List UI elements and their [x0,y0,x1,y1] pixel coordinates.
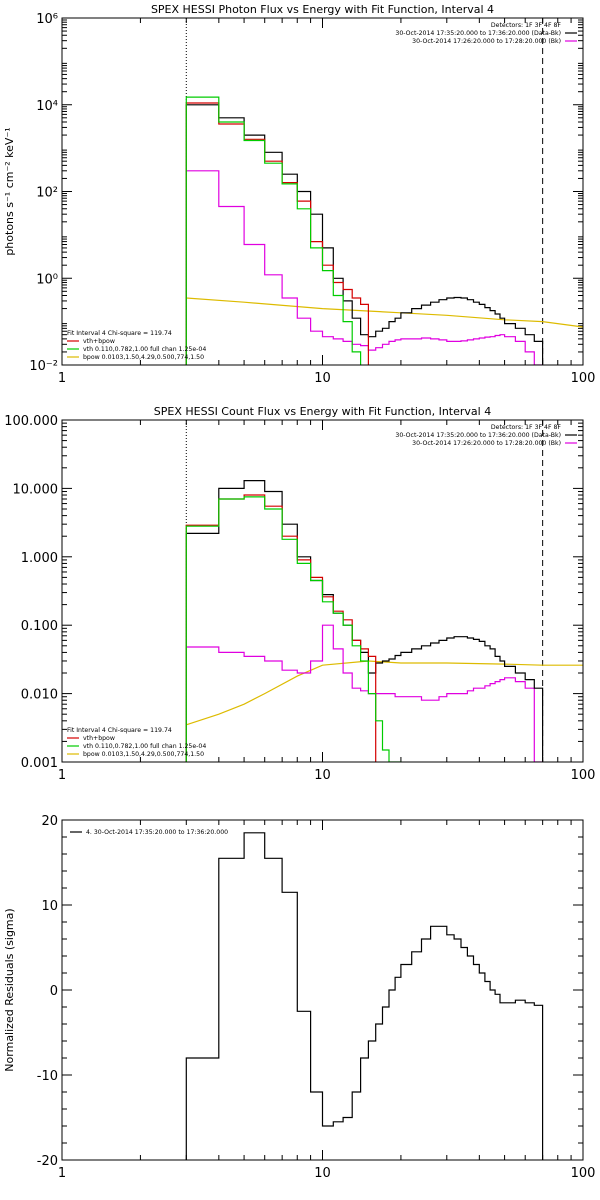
plot-frame [61,419,584,763]
y-tick-label: 100.000 [4,414,58,429]
chart-panel-3: Normalized Residuals (sigma)1 10 100-20-10… [3,814,595,1181]
legend-top-entry: 4. 30-Oct-2014 17:35:20.000 to 17:36:20.… [86,829,228,836]
y-tick-label: 10⁻² [29,359,58,374]
x-tick-label: 1 [58,371,66,386]
y-tick-label: 0 [50,984,58,999]
legend-top-entry: Detectors: 1F 3F 4F 8F [491,22,562,29]
series-line-bkg [185,170,544,365]
legend-bottom-entry: vth 0.110,0.782,1.00 full chan 1.25e-04 [83,743,206,750]
x-tick-label: 1 [58,1166,66,1181]
y-tick-label: 0.010 [21,688,58,703]
y-tick-label: 10² [36,186,58,201]
chart-panel-1: SPEX HESSI Photon Flux vs Energy with Fi… [3,3,595,386]
y-tick-label: 10⁴ [36,99,58,114]
legend-bottom-entry: vth+bpow [83,338,115,345]
x-tick-label: 100 [571,371,596,386]
series-line-model [185,494,377,762]
x-tick-label: 10 [314,1166,331,1181]
chart-panel-2: SPEX HESSI Count Flux vs Energy with Fit… [4,405,595,783]
legend-bottom-entry: bpow 0.0103,1.50,4.29,0.500,774,1.50 [83,354,204,361]
legend-top-entry: 30-Oct-2014 17:35:20.000 to 17:36:20.000… [395,432,561,439]
x-tick-label: 10 [314,371,331,386]
legend-bottom-entry: Fit Interval 4 Chi-square = 119.74 [67,330,172,337]
series-line-bpow [186,297,583,328]
plot-frame [61,17,584,366]
y-tick-label: -20 [37,1154,58,1169]
x-tick-label: 100 [571,1166,596,1181]
series-line-data [185,480,544,762]
legend-bottom-entry: bpow 0.0103,1.50,4.29,0.500,774,1.50 [83,751,204,758]
series-line-data [185,104,544,365]
series-group [185,832,544,1160]
series-group [185,96,583,365]
chart-title: SPEX HESSI Photon Flux vs Energy with Fi… [151,3,494,16]
y-tick-label: 10⁰ [36,272,58,287]
y-tick-label: 0.100 [21,619,58,634]
y-axis-label: photons s⁻¹ cm⁻² keV⁻¹ [3,127,16,255]
chart-title: SPEX HESSI Count Flux vs Energy with Fit… [154,405,491,418]
y-axis-label: Normalized Residuals (sigma) [3,908,16,1071]
y-tick-label: 10.000 [13,482,59,497]
y-tick-label: -10 [37,1069,58,1084]
y-tick-label: 0.001 [21,756,58,771]
legend-top-entry: 30-Oct-2014 17:26:20.000 to 17:28:20.000… [412,38,561,45]
plot-frame [61,819,584,1161]
legend-bottom-entry: Fit Interval 4 Chi-square = 119.74 [67,727,172,734]
legend-top-entry: 30-Oct-2014 17:26:20.000 to 17:28:20.000… [412,440,561,447]
series-line-vth [185,496,402,762]
series-group [185,480,583,762]
y-tick-label: 10 [41,899,58,914]
series-line-bpow [186,660,583,726]
legend-top-entry: Detectors: 1F 3F 4F 8F [491,424,562,431]
x-tick-label: 1 [58,768,66,783]
x-tick-label: 100 [571,768,596,783]
series-line-vth [185,96,362,365]
series-line-data [185,832,544,1160]
y-tick-label: 20 [41,814,58,829]
y-tick-label: 1.000 [21,551,58,566]
legend-bottom-entry: vth 0.110,0.782,1.00 full chan 1.25e-04 [83,346,206,353]
series-line-bkg [185,624,544,762]
series-line-model [185,102,369,365]
y-tick-label: 10⁶ [36,12,58,27]
legend-top-entry: 30-Oct-2014 17:35:20.000 to 17:36:20.000… [395,30,561,37]
legend-bottom-entry: vth+bpow [83,735,115,742]
x-tick-label: 10 [314,768,331,783]
